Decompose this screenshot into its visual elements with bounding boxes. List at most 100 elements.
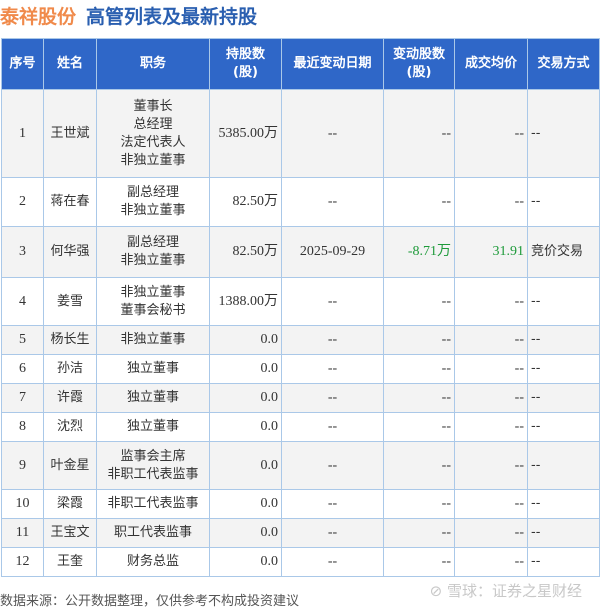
cell-date: -- [281,518,384,548]
cell-shares: 0.0 [209,547,282,577]
cell-method: -- [527,383,600,413]
cell-no: 12 [1,547,44,577]
cell-no: 6 [1,354,44,384]
cell-method: -- [527,177,600,227]
page-title: 泰祥股份 高管列表及最新持股 [0,2,257,29]
table-row: 4 姜雪 非独立董事 董事会秘书 1388.00万 -- -- -- -- [1,277,600,326]
cell-change: -- [383,354,455,384]
cell-change: -- [383,412,455,442]
table-row: 11 王宝文 职工代表监事 0.0 -- -- -- -- [1,518,600,548]
cell-method: -- [527,325,600,355]
column-header: 成交均价 [454,38,528,90]
role: 财务总监 [126,554,179,569]
cell-no: 5 [1,325,44,355]
cell-shares: 0.0 [209,412,282,442]
cell-date: -- [281,412,384,442]
cell-name: 王世斌 [43,89,97,178]
table-row: 8 沈烈 独立董事 0.0 -- -- -- -- [1,412,600,442]
cell-name: 姜雪 [43,277,97,326]
cell-shares: 0.0 [209,354,282,384]
cell-name: 沈烈 [43,412,97,442]
cell-price: -- [454,412,528,442]
cell-change: -- [383,177,455,227]
role: 独立董事 [126,390,179,405]
watermark: ⊘ 雪球：证券之星财经 [429,582,582,600]
watermark-text: 雪球：证券之星财经 [446,582,582,600]
role: 非独立董事 [120,253,186,268]
cell-price: -- [454,277,528,326]
cell-price: -- [454,383,528,413]
cell-change: -- [383,383,455,413]
cell-date: -- [281,354,384,384]
cell-shares: 82.50万 [209,226,282,278]
cell-change: -- [383,489,455,519]
cell-shares: 0.0 [209,441,282,490]
role: 非独立董事 [120,152,186,168]
table-row: 2 蒋在春 副总经理 非独立董事 82.50万 -- -- -- -- [1,177,600,227]
cell-roles: 副总经理 非独立董事 [96,177,210,227]
cell-name: 王奎 [43,547,97,577]
role: 副总经理 [126,185,179,200]
cell-roles: 独立董事 [96,412,210,442]
cell-price: -- [454,518,528,548]
cell-shares: 0.0 [209,489,282,519]
table-row: 12 王奎 财务总监 0.0 -- -- -- -- [1,547,600,577]
cell-name: 何华强 [43,226,97,278]
cell-method: -- [527,518,600,548]
cell-no: 1 [1,89,44,178]
cell-change: -- [383,547,455,577]
cell-shares: 82.50万 [209,177,282,227]
cell-roles: 独立董事 [96,354,210,384]
executives-table: 序号 姓名 职务 持股数 (股) 最近变动日期 变动股数 (股) 成交均价 交易方式 1 王世斌… [1,38,600,577]
cell-no: 3 [1,226,44,278]
cell-roles: 财务总监 [96,547,210,577]
cell-no: 4 [1,277,44,326]
cell-method: -- [527,89,600,178]
cell-no: 9 [1,441,44,490]
role: 董事会秘书 [120,302,186,318]
role: 监事会主席 [120,448,186,464]
cell-price: -- [454,89,528,178]
cell-change: -- [383,441,455,490]
role: 副总经理 [126,235,179,250]
cell-date: -- [281,325,384,355]
cell-change: -- [383,325,455,355]
cell-name: 王宝文 [43,518,97,548]
cell-method: -- [527,547,600,577]
subtitle: 高管列表及最新持股 [86,6,258,28]
cell-method: -- [527,354,600,384]
cell-price: -- [454,547,528,577]
column-header: 持股数 (股) [209,38,282,90]
role: 非独立董事 [120,203,186,218]
cell-price: -- [454,177,528,227]
table-row: 6 孙洁 独立董事 0.0 -- -- -- -- [1,354,600,384]
cell-name: 梁霞 [43,489,97,519]
cell-shares: 0.0 [209,518,282,548]
cell-roles: 董事长 总经理 法定代表人 非独立董事 [96,89,210,178]
cell-no: 7 [1,383,44,413]
cell-method: -- [527,412,600,442]
table-row: 10 梁霞 非职工代表监事 0.0 -- -- -- -- [1,489,600,519]
cell-name: 叶金星 [43,441,97,490]
cell-no: 11 [1,518,44,548]
cell-roles: 非独立董事 董事会秘书 [96,277,210,326]
cell-change: -- [383,277,455,326]
role: 职工代表监事 [113,525,192,540]
column-header: 变动股数 (股) [383,38,455,90]
cell-no: 8 [1,412,44,442]
cell-change: -- [383,518,455,548]
table-row: 9 叶金星 监事会主席 非职工代表监事 0.0 -- -- -- -- [1,441,600,490]
cell-method: 竞价交易 [527,226,600,278]
cell-roles: 副总经理 非独立董事 [96,226,210,278]
column-header: 最近变动日期 [281,38,384,90]
role: 总经理 [133,116,173,132]
cell-no: 10 [1,489,44,519]
cell-roles: 职工代表监事 [96,518,210,548]
role: 独立董事 [126,419,179,434]
cell-shares: 0.0 [209,325,282,355]
cell-price: -- [454,354,528,384]
cell-price: -- [454,325,528,355]
cell-no: 2 [1,177,44,227]
table-row: 3 何华强 副总经理 非独立董事 82.50万 2025-09-29 -8.71万 31.91… [1,226,600,278]
cell-method: -- [527,489,600,519]
